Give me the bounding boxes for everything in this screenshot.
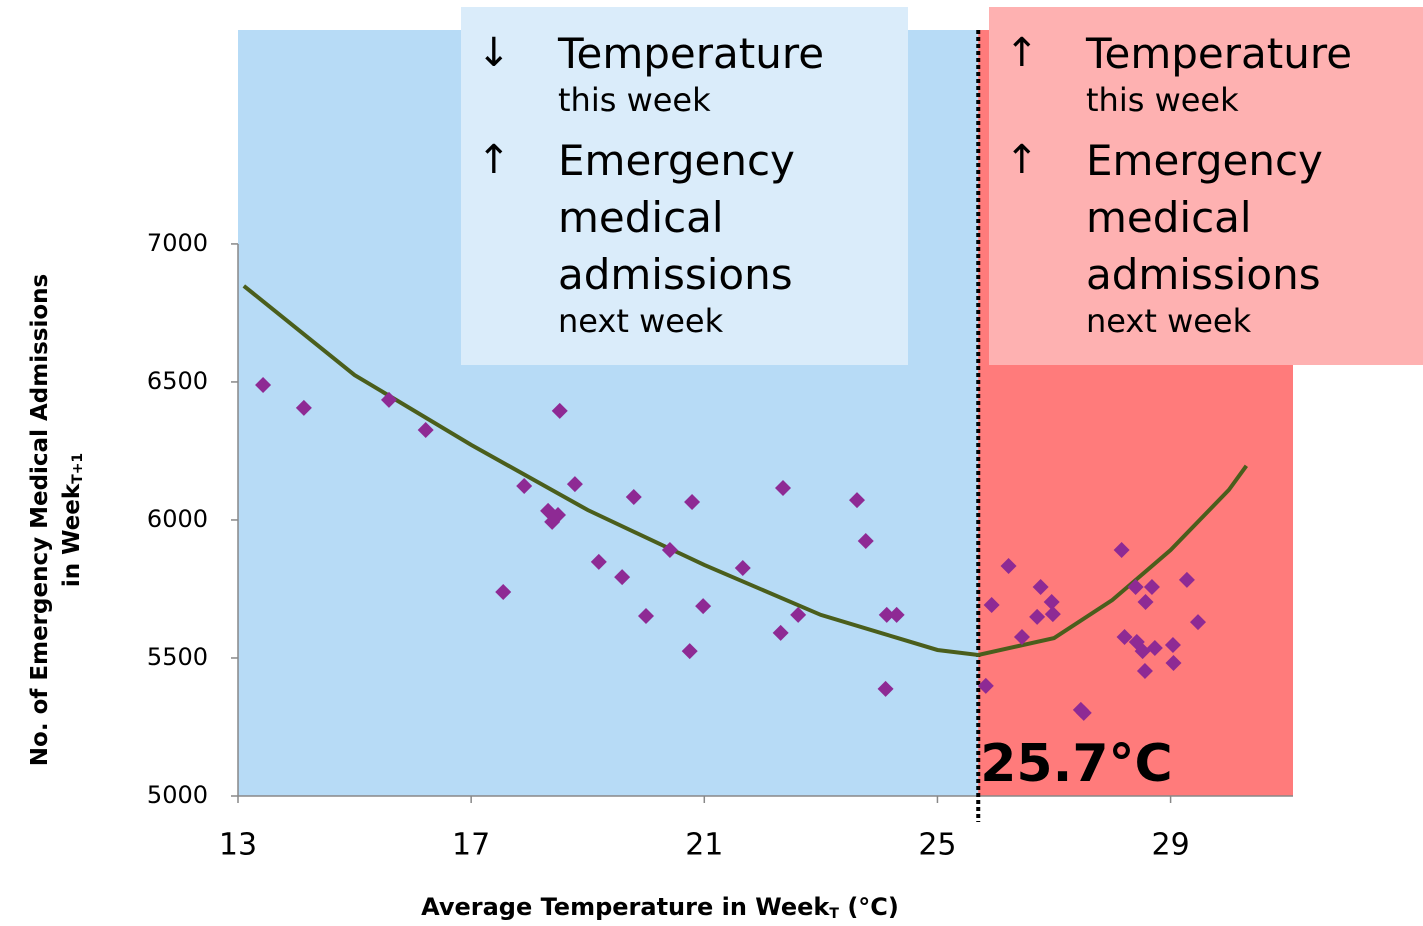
annotation-box: ↓ Temperature this week ↑ Emergency medical … — [461, 7, 908, 365]
point — [1044, 606, 1061, 623]
annotation-title: Emergency medical admissions — [1086, 136, 1323, 299]
y-tick-label: 5500 — [147, 643, 208, 671]
annotation-title: Emergency medical admissions — [558, 136, 795, 299]
point — [1116, 629, 1133, 646]
y-tick-label: 6500 — [147, 367, 208, 395]
annotation-item: ↑ Emergency medical admissions next week — [989, 132, 1423, 339]
point — [255, 376, 272, 393]
point — [1043, 593, 1060, 610]
point — [380, 391, 397, 408]
x-tick-label: 13 — [219, 828, 257, 863]
point — [774, 479, 791, 496]
annotation-title: Temperature — [558, 29, 825, 78]
y-tick-label: 5000 — [147, 781, 208, 809]
y-axis-title: No. of Emergency Medical Admissions — [27, 274, 53, 766]
point — [695, 598, 712, 615]
x-axis-title: Average Temperature in WeekT (°C) — [421, 893, 899, 922]
annotation-note: this week — [558, 81, 711, 119]
point — [1029, 608, 1046, 625]
point — [549, 506, 566, 523]
point — [1134, 643, 1151, 660]
point — [878, 606, 895, 623]
point — [1165, 654, 1182, 671]
threshold-label: 25.7°C — [980, 734, 1172, 794]
point — [983, 596, 1000, 613]
point — [1113, 542, 1130, 559]
point — [638, 608, 655, 625]
point — [1143, 579, 1160, 596]
arrow: ↑ — [1005, 30, 1039, 76]
x-title-main: Average Temperature in Week — [421, 893, 830, 921]
point — [625, 489, 642, 506]
arrow: ↓ — [477, 30, 511, 76]
point — [661, 542, 678, 559]
point — [1189, 614, 1206, 631]
annotation-box: ↑ Temperature this week ↑ Emergency medical … — [989, 7, 1423, 365]
annotation-item: ↑ Emergency medical admissions next week — [461, 132, 908, 339]
x-title-sub: T — [829, 906, 839, 922]
point — [681, 643, 698, 660]
x-tick-label: 17 — [452, 828, 490, 863]
point — [590, 553, 607, 570]
point — [857, 532, 874, 549]
x-tick-label: 25 — [918, 828, 956, 863]
x-title-unit: (°C) — [839, 893, 899, 921]
point — [495, 584, 512, 601]
point — [566, 476, 583, 493]
point — [684, 494, 701, 511]
y-tick-label: 7000 — [147, 229, 208, 257]
point — [734, 559, 751, 576]
point — [1136, 662, 1153, 679]
point — [790, 606, 807, 623]
annotation-note: next week — [558, 302, 724, 340]
y-title-line: in Week — [59, 483, 85, 587]
x-tick-label: 21 — [685, 828, 723, 863]
point — [772, 624, 789, 641]
trend-line — [242, 284, 1248, 657]
annotation-note: this week — [1086, 81, 1239, 119]
point — [1146, 640, 1163, 657]
point — [1127, 579, 1144, 596]
annotation-note: next week — [1086, 302, 1252, 340]
annotation-item: ↓ Temperature this week — [461, 25, 908, 118]
point — [1013, 629, 1030, 646]
x-tick-label: 29 — [1152, 828, 1190, 863]
point — [888, 606, 905, 623]
y-title-sub: T+1 — [70, 453, 86, 484]
point — [1178, 571, 1195, 588]
point — [295, 399, 312, 416]
point — [614, 569, 631, 586]
point — [1075, 704, 1092, 721]
point — [1164, 637, 1181, 654]
point — [516, 478, 533, 495]
annotation-title: Temperature — [1086, 29, 1353, 78]
y-tick-label: 6000 — [147, 505, 208, 533]
point — [849, 492, 866, 509]
point — [551, 402, 568, 419]
point — [977, 677, 994, 694]
point — [417, 421, 434, 438]
point — [877, 680, 894, 697]
annotation-item: ↑ Temperature this week — [989, 25, 1423, 118]
y-title-line: No. of Emergency Medical Admissions — [27, 274, 53, 766]
point — [540, 502, 557, 519]
arrow: ↑ — [1005, 137, 1039, 183]
arrow: ↑ — [477, 137, 511, 183]
point — [1137, 593, 1154, 610]
point — [1032, 579, 1049, 596]
y-axis-title: in WeekT+1 — [59, 453, 87, 587]
point — [1000, 558, 1017, 575]
